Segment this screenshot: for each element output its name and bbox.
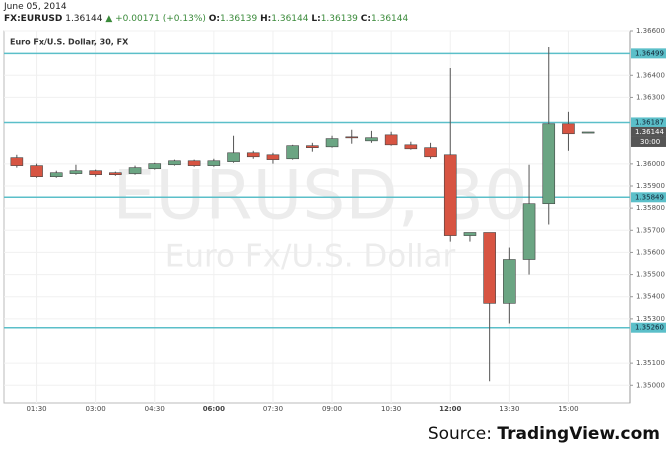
level-label-box — [631, 322, 666, 333]
change: +0.00171 (+0.13%) — [115, 14, 206, 24]
ohlc-value: 1.36144 — [371, 14, 409, 24]
candle-body — [325, 138, 339, 148]
candle-body — [306, 145, 319, 148]
source-site: TradingView.com — [497, 424, 660, 444]
candle-body — [89, 170, 102, 176]
countdown-box — [631, 136, 666, 147]
chart: EURUSD, 30 Euro Fx/U.S. Dollar Euro Fx/U… — [3, 27, 666, 413]
x-tick-label: 09:00 — [322, 405, 342, 413]
y-tick-label: 1.35700 — [636, 226, 665, 234]
ohlc-label: H: — [260, 14, 272, 24]
y-tick-label: 1.36400 — [636, 71, 665, 79]
level-label-box — [631, 117, 666, 128]
candle-body — [345, 136, 359, 139]
y-tick-label: 1.35100 — [636, 359, 665, 367]
y-tick-label: 1.36300 — [636, 93, 665, 101]
y-tick-label: 1.35300 — [636, 315, 665, 323]
ohlc-value: 1.36144 — [271, 14, 309, 24]
y-tick-label: 1.35500 — [636, 271, 665, 279]
candle-body — [128, 167, 142, 174]
candle-body — [168, 160, 181, 166]
countdown-label: 30:00 — [640, 138, 660, 146]
candle-body — [109, 172, 122, 176]
last-price-label: 1.36144 — [635, 128, 664, 136]
candle-body — [246, 152, 260, 158]
watermark-subtitle: Euro Fx/U.S. Dollar — [165, 239, 456, 275]
x-tick-label: 12:00 — [439, 405, 461, 413]
date: June 05, 2014 — [4, 2, 67, 12]
ohlc-label: O: — [208, 14, 221, 24]
x-tick-label: 13:30 — [499, 405, 519, 413]
x-tick-label: 01:30 — [26, 405, 46, 413]
watermark: EURUSD, 30 — [112, 157, 527, 236]
level-label: 1.35849 — [635, 193, 664, 201]
symbol: FX:EURUSD — [4, 14, 63, 24]
y-tick-label: 1.35400 — [636, 293, 665, 301]
candle-body — [266, 154, 280, 160]
candle-body — [522, 203, 536, 260]
candle-body — [384, 134, 398, 146]
candle-body — [503, 259, 516, 304]
ohlc-label: L: — [311, 14, 321, 24]
x-tick-label: 15:00 — [558, 405, 578, 413]
symbol-line: FX:EURUSD 1.36144 ▲ +0.00171 (+0.13%) O:… — [4, 14, 408, 24]
last-price-box — [631, 126, 666, 137]
level-label: 1.35260 — [635, 324, 664, 332]
candle-body — [69, 170, 83, 174]
source: Source: TradingView.com — [428, 424, 660, 444]
candle-body — [562, 123, 575, 135]
legend: Euro Fx/U.S. Dollar, 30, FX — [10, 38, 129, 47]
x-tick-label: 04:30 — [145, 405, 165, 413]
y-tick-label: 1.35900 — [636, 182, 665, 190]
source-prefix: Source: — [427, 424, 492, 444]
candle-body — [443, 154, 457, 236]
level-label-box — [631, 192, 666, 203]
ohlc-value: 1.36139 — [320, 14, 358, 24]
candle-body — [365, 137, 378, 142]
up-arrow: ▲ — [105, 14, 113, 24]
candle-body — [10, 157, 24, 166]
candle-body — [30, 165, 43, 177]
level-label: 1.36187 — [635, 118, 664, 126]
candle-body — [483, 232, 496, 304]
candle-body — [148, 163, 162, 170]
candle-body — [404, 144, 418, 150]
y-tick-label: 1.36000 — [636, 160, 665, 168]
candle-body — [227, 152, 240, 162]
candle-body — [187, 160, 201, 166]
candle-body — [49, 172, 63, 177]
candle-body — [463, 232, 477, 236]
x-tick-label: 06:00 — [203, 405, 225, 413]
level-label-box — [631, 48, 666, 59]
candle-body — [581, 131, 595, 134]
price: 1.36144 — [65, 14, 103, 24]
x-tick-label: 03:00 — [86, 405, 106, 413]
candle-body — [424, 147, 437, 158]
x-tick-label: 07:30 — [263, 405, 283, 413]
candle-body — [286, 145, 299, 160]
y-tick-label: 1.36600 — [636, 27, 665, 35]
ohlc-value: 1.36139 — [220, 14, 258, 24]
candle-body — [207, 160, 221, 166]
candle-body — [542, 123, 556, 205]
level-label: 1.36499 — [635, 49, 664, 57]
y-tick-label: 1.35800 — [636, 204, 665, 212]
ohlc-label: C: — [360, 14, 371, 24]
y-tick-label: 1.35600 — [636, 248, 665, 256]
y-tick-label: 1.35000 — [636, 381, 665, 389]
x-tick-label: 10:30 — [381, 405, 401, 413]
